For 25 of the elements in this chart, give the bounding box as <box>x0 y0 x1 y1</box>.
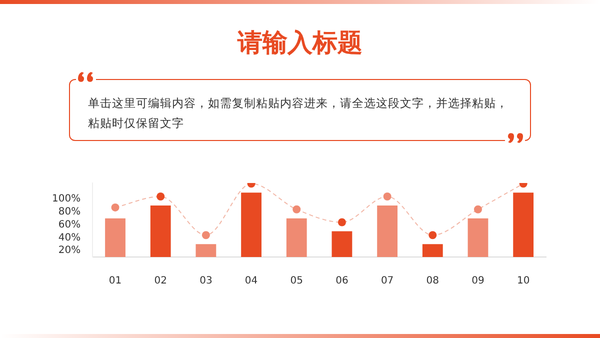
y-tick-label: 100% <box>52 194 81 205</box>
point <box>474 205 482 214</box>
chart-title: 请输入标题 <box>236 27 364 59</box>
x-tick-label: 01 <box>108 276 122 287</box>
x-tick-label: 07 <box>380 276 394 287</box>
x-tick-label: 09 <box>472 276 484 287</box>
x-tick-label: 04 <box>244 276 258 287</box>
y-tick-label: 80% <box>58 206 81 218</box>
x-tick-label: 05 <box>290 276 303 287</box>
chart-subtitle: 单击这里可编辑内容，如需复制粘贴内容进来，请全选这段文字，并选择粘贴，粘贴时仅保留文字 <box>88 95 509 132</box>
y-tick-label: 20% <box>58 245 81 256</box>
x-tick-label: 02 <box>154 276 167 287</box>
y-tick-label: 60% <box>58 219 81 230</box>
point <box>292 205 301 214</box>
x-tick-label: 08 <box>426 276 440 287</box>
point <box>383 192 392 201</box>
x-tick-label: 03 <box>200 276 212 287</box>
point <box>202 231 210 240</box>
point <box>156 192 165 201</box>
point <box>338 218 346 226</box>
x-tick-label: 10 <box>516 276 530 287</box>
point <box>428 231 437 240</box>
y-tick-label: 40% <box>58 232 81 244</box>
point <box>111 203 120 212</box>
x-tick-label: 06 <box>336 276 348 287</box>
